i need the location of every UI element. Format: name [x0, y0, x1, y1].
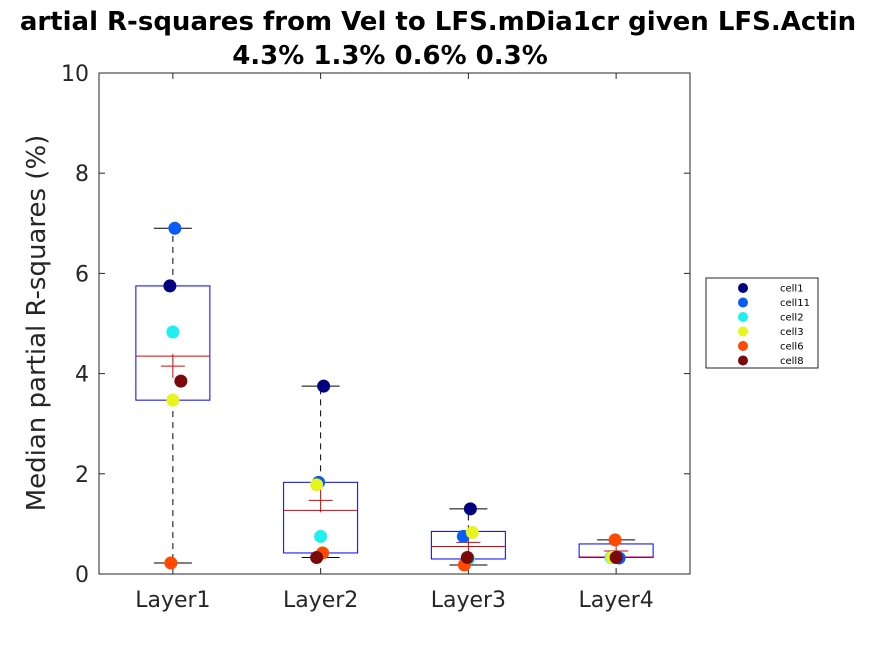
data-point-cell6	[608, 533, 622, 547]
data-point-cell1	[163, 279, 177, 293]
axes-frame	[98, 72, 691, 575]
y-tick-label: 8	[75, 162, 89, 187]
y-tick-label: 10	[61, 62, 89, 87]
y-tick-label: 2	[75, 463, 89, 488]
data-point-cell1	[463, 502, 477, 516]
legend-label-cell11: cell11	[780, 298, 810, 309]
x-tick-label: Layer2	[283, 588, 358, 613]
legend-marker-cell6	[738, 341, 748, 351]
legend-label-cell2: cell2	[780, 313, 804, 324]
y-axis-label: Median partial R-squares (%)	[22, 135, 52, 512]
data-point-cell3	[310, 478, 324, 492]
legend-label-cell1: cell1	[780, 284, 804, 295]
legend-marker-cell2	[738, 312, 748, 322]
x-tick-label: Layer3	[431, 588, 506, 613]
data-point-cell11	[168, 221, 182, 235]
box-iqr	[135, 285, 211, 401]
data-point-cell8	[174, 374, 188, 388]
y-tick-label: 4	[75, 363, 89, 388]
legend-box	[705, 277, 819, 369]
data-point-cell8	[310, 550, 324, 564]
data-point-cell2	[314, 529, 328, 543]
legend-marker-cell3	[738, 326, 748, 337]
legend-label-cell8: cell8	[780, 356, 804, 367]
x-tick-label: Layer1	[135, 588, 210, 613]
y-tick-label: 6	[75, 262, 89, 287]
legend-marker-cell11	[738, 297, 748, 308]
data-point-cell8	[460, 550, 474, 564]
data-point-cell3	[465, 525, 479, 539]
legend-label-cell3: cell3	[780, 327, 804, 338]
boxplot-layer1	[135, 227, 211, 564]
chart-title-line2: 4.3% 1.3% 0.6% 0.3%	[232, 41, 548, 71]
plot-area: 0 2 4 6 8 10 Layer1 Layer2 Layer3 Layer4	[61, 62, 691, 613]
y-tick-label: 0	[75, 563, 89, 588]
legend-marker-cell8	[738, 355, 748, 366]
data-point-cell8	[609, 550, 623, 564]
data-point-cell2	[166, 325, 180, 339]
legend-label-cell6: cell6	[780, 342, 804, 353]
data-point-cell1	[317, 379, 331, 393]
legend: cell1 cell11 cell2 cell3 cell6 cell8	[705, 277, 819, 369]
data-point-cell6	[164, 556, 178, 570]
chart-title-line1: artial R-squares from Vel to LFS.mDia1cr…	[20, 7, 856, 37]
data-point-cell3	[166, 393, 180, 407]
x-tick-label: Layer4	[578, 588, 653, 613]
legend-marker-cell1	[738, 283, 748, 293]
